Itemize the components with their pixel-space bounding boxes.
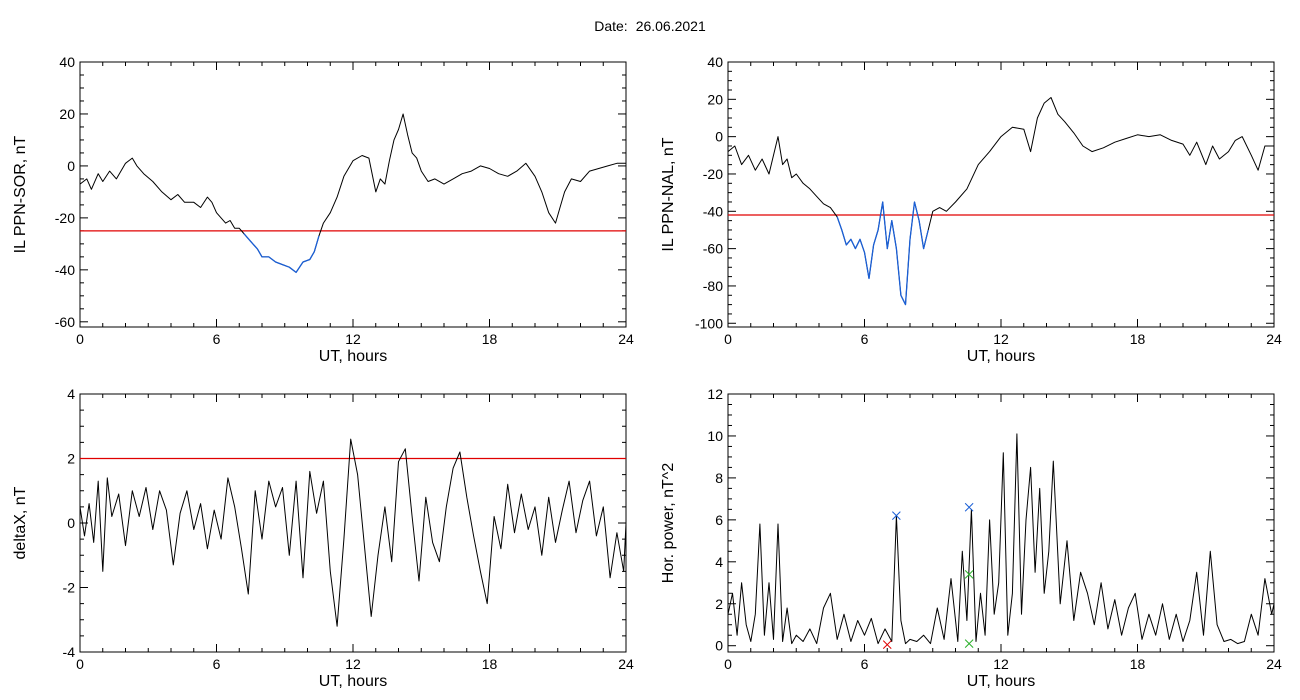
data-layer bbox=[80, 438, 626, 627]
y-tick-label: 0 bbox=[715, 129, 723, 145]
highlighted-segment bbox=[243, 233, 320, 274]
x-tick-label: 12 bbox=[993, 656, 1009, 672]
x-marker-green bbox=[964, 639, 974, 648]
figure-title: Date: 26.06.2021 bbox=[0, 18, 1300, 34]
x-tick-label: 12 bbox=[345, 656, 361, 672]
y-tick-label: 0 bbox=[67, 158, 75, 174]
x-axis-label: UT, hours bbox=[967, 348, 1035, 365]
y-tick-label: 0 bbox=[67, 515, 75, 531]
y-tick-label: -2 bbox=[63, 580, 76, 596]
y-tick-label: 6 bbox=[715, 512, 723, 528]
x-tick-label: 12 bbox=[993, 331, 1009, 347]
highlighted-segment bbox=[836, 201, 929, 306]
x-tick-label: 24 bbox=[618, 331, 634, 347]
panel-sor: 0 6 12 18 24 -60 -40 -20 0 20 40 UT, hours IL PPN-SO… bbox=[12, 54, 634, 365]
date-label: Date: bbox=[594, 18, 628, 34]
x-tick-label: 18 bbox=[482, 331, 498, 347]
x-marker-blue bbox=[891, 511, 901, 521]
x-tick-label: 6 bbox=[213, 331, 221, 347]
x-tick-label: 0 bbox=[724, 331, 732, 347]
series-line bbox=[80, 438, 626, 627]
y-axis-label: IL PPN-SOR, nT bbox=[12, 135, 29, 253]
plot-frame bbox=[79, 393, 627, 653]
date-value: 26.06.2021 bbox=[635, 18, 706, 34]
x-tick-label: 12 bbox=[345, 331, 361, 347]
y-tick-label: 8 bbox=[715, 470, 723, 486]
y-axis-label: deltaX, nT bbox=[12, 486, 29, 559]
series-line bbox=[728, 433, 1274, 645]
x-tick-label: 24 bbox=[1266, 656, 1282, 672]
data-layer bbox=[728, 433, 1274, 650]
panel-nal: 0 6 12 18 24 -100 -80 -60 -40 -20 0 20 40 UT, hours IL… bbox=[660, 54, 1282, 365]
data-layer bbox=[80, 113, 626, 274]
x-tick-label: 6 bbox=[213, 656, 221, 672]
y-tick-label: 20 bbox=[59, 106, 75, 122]
y-tick-label: 40 bbox=[59, 54, 75, 70]
y-tick-label: 20 bbox=[707, 91, 723, 107]
y-tick-label: 12 bbox=[707, 386, 723, 402]
y-tick-label: 40 bbox=[707, 54, 723, 70]
x-tick-label: 0 bbox=[76, 656, 84, 672]
x-axis-label: UT, hours bbox=[967, 673, 1035, 690]
data-layer bbox=[728, 97, 1274, 306]
x-tick-label: 0 bbox=[724, 656, 732, 672]
y-axis-label: IL PPN-NAL, nT bbox=[660, 137, 677, 251]
x-tick-label: 18 bbox=[1130, 331, 1146, 347]
y-tick-label: -60 bbox=[703, 241, 723, 257]
x-axis-label: UT, hours bbox=[319, 348, 387, 365]
y-tick-label: -60 bbox=[55, 314, 75, 330]
y-tick-label: 2 bbox=[715, 596, 723, 612]
y-tick-label: -20 bbox=[703, 166, 723, 182]
series-line bbox=[80, 113, 626, 273]
y-tick-label: -100 bbox=[695, 315, 723, 331]
series-line bbox=[728, 97, 1274, 306]
y-tick-label: -40 bbox=[703, 203, 723, 219]
y-tick-label: -40 bbox=[55, 262, 75, 278]
y-tick-label: 0 bbox=[715, 638, 723, 654]
x-marker-green bbox=[964, 570, 974, 579]
x-tick-label: 6 bbox=[861, 331, 869, 347]
y-tick-label: 4 bbox=[715, 554, 723, 570]
x-marker-blue bbox=[964, 502, 974, 512]
y-tick-label: -20 bbox=[55, 210, 75, 226]
plot-frame bbox=[727, 61, 1275, 328]
y-tick-label: -4 bbox=[63, 644, 76, 660]
x-tick-label: 18 bbox=[1130, 656, 1146, 672]
y-tick-label: 10 bbox=[707, 428, 723, 444]
x-tick-label: 18 bbox=[482, 656, 498, 672]
y-tick-label: -80 bbox=[703, 278, 723, 294]
x-tick-label: 6 bbox=[861, 656, 869, 672]
y-tick-label: 2 bbox=[67, 451, 75, 467]
y-tick-label: 4 bbox=[67, 386, 75, 402]
y-axis-label: Hor. power, nT^2 bbox=[660, 463, 677, 584]
x-tick-label: 0 bbox=[76, 331, 84, 347]
plot-frame bbox=[79, 61, 627, 328]
x-axis-label: UT, hours bbox=[319, 673, 387, 690]
x-marker-red bbox=[882, 640, 892, 650]
x-tick-label: 24 bbox=[618, 656, 634, 672]
x-tick-label: 24 bbox=[1266, 331, 1282, 347]
